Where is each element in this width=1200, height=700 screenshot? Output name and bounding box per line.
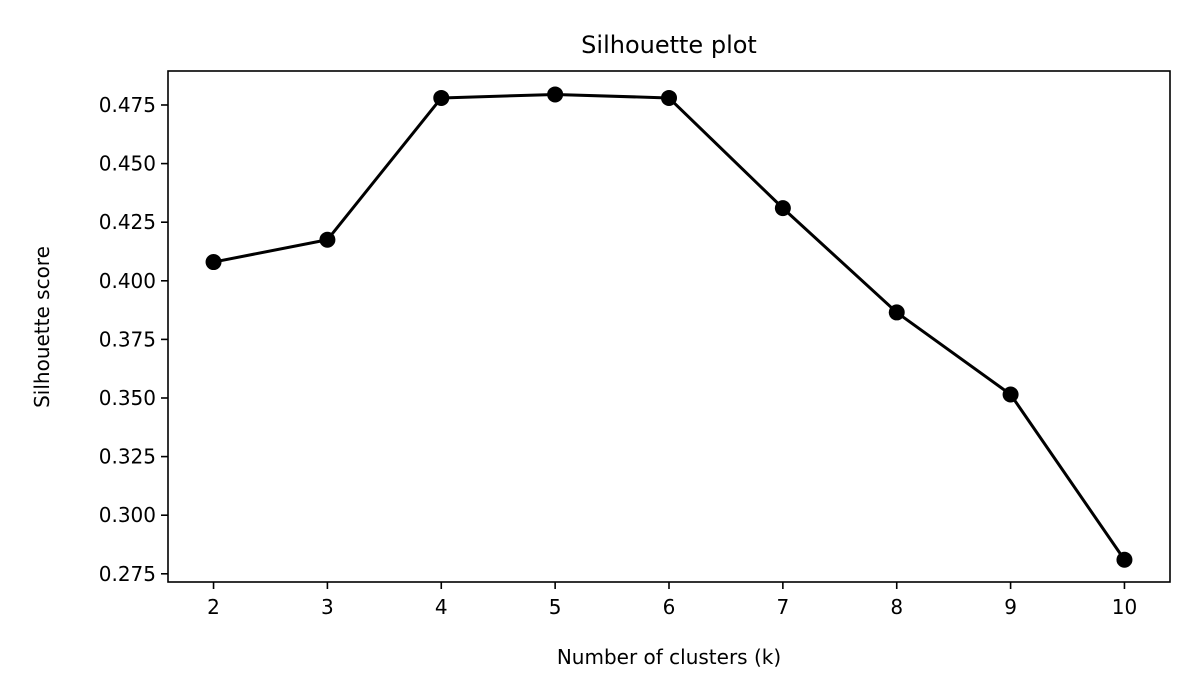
data-point [433, 89, 450, 106]
x-axis-ticks: 2 3 4 5 6 7 8 9 10 [207, 582, 1137, 619]
plot-frame [167, 70, 1171, 583]
x-tick-label: 8 [890, 595, 903, 619]
y-tick-label: 0.275 [99, 562, 156, 586]
y-tick-label: 0.400 [99, 269, 156, 293]
x-axis-label: Number of clusters (k) [557, 645, 781, 669]
y-tick-label: 0.425 [99, 210, 156, 234]
x-tick-label: 10 [1112, 595, 1137, 619]
x-tick-label: 9 [1004, 595, 1017, 619]
y-tick-label: 0.475 [99, 93, 156, 117]
x-tick-label: 5 [549, 595, 562, 619]
data-point [661, 89, 677, 106]
x-tick-label: 2 [207, 595, 220, 619]
y-tick-label: 0.300 [99, 503, 156, 527]
series-layer [205, 86, 1133, 568]
y-tick-label: 0.450 [99, 152, 156, 176]
y-tick-label: 0.325 [99, 445, 156, 469]
data-point [547, 86, 564, 103]
data-point [1116, 551, 1133, 568]
x-tick-label: 3 [321, 595, 334, 619]
x-tick-label: 4 [435, 595, 448, 619]
x-tick-label: 7 [776, 595, 789, 619]
data-point [319, 231, 336, 248]
data-point [205, 254, 222, 271]
y-axis-ticks: 0.275 0.300 0.325 0.350 0.375 0.400 0.425 0.450… [99, 93, 168, 586]
data-point [1002, 386, 1019, 403]
x-tick-label: 6 [663, 595, 676, 619]
chart-title: Silhouette plot [581, 31, 757, 59]
data-point [888, 304, 905, 321]
y-tick-label: 0.375 [99, 327, 156, 351]
series-line [213, 92, 1126, 561]
data-point [774, 200, 791, 217]
y-tick-label: 0.350 [99, 386, 156, 410]
y-axis-label: Silhouette score [30, 246, 54, 408]
